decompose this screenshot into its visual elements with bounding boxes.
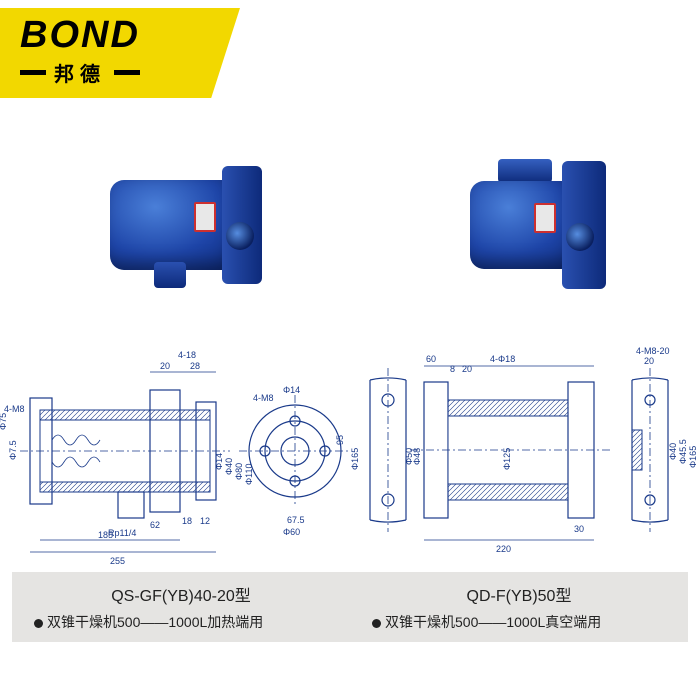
svg-text:12: 12 <box>200 516 210 526</box>
brand-badge: BOND 邦德 <box>0 8 240 98</box>
svg-text:4-Φ18: 4-Φ18 <box>490 354 515 364</box>
svg-text:Φ40: Φ40 <box>668 443 678 460</box>
drawing-right: 60 8 20 4-Φ18 220 30 Φ165 Φ50 Φ48 Φ125 <box>350 320 700 580</box>
svg-text:20: 20 <box>644 356 654 366</box>
svg-text:Φ110: Φ110 <box>244 463 254 485</box>
model-desc-left: 双锥干燥机500——1000L加热端用 <box>34 612 328 632</box>
rj-bore <box>226 222 254 250</box>
svg-text:Φ125: Φ125 <box>502 448 512 470</box>
rj-bottom-port <box>154 262 186 288</box>
svg-text:Φ14: Φ14 <box>283 385 300 395</box>
nameplate <box>534 203 556 233</box>
svg-text:185: 185 <box>98 530 113 540</box>
model-name-right: QD-F(YB)50型 <box>372 582 666 606</box>
svg-text:Φ165: Φ165 <box>688 446 698 468</box>
model-desc-right-text: 双锥干燥机500——1000L真空端用 <box>385 614 601 630</box>
svg-text:Φ40: Φ40 <box>224 458 234 475</box>
svg-text:Φ14: Φ14 <box>214 453 224 470</box>
side-flange-view <box>370 368 406 532</box>
product-photo-left <box>0 140 350 310</box>
rotary-joint-qd-f <box>470 181 580 269</box>
svg-text:4-M8: 4-M8 <box>253 393 274 403</box>
svg-text:4-M8: 4-M8 <box>4 404 25 414</box>
svg-text:Φ80: Φ80 <box>234 463 244 480</box>
model-desc-left-text: 双锥干燥机500——1000L加热端用 <box>47 614 263 630</box>
front-flange-view: 95 Φ14 4-M8 67.5 Φ60 <box>239 385 350 537</box>
label-col-right: QD-F(YB)50型 双锥干燥机500——1000L真空端用 <box>350 572 688 642</box>
dims-bottom: 255 185 62 18 12 <box>30 516 216 566</box>
drawing-left: Rp11/4 20 28 4-18 255 185 62 18 12 Φ75 <box>0 320 350 580</box>
rj-body <box>110 180 240 270</box>
dash-right <box>114 70 140 75</box>
dims-left-v: Φ75 Φ7.5 4-M8 <box>0 404 25 460</box>
svg-text:8: 8 <box>450 364 455 374</box>
brand-en: BOND <box>20 16 220 54</box>
rj-bore <box>566 223 594 251</box>
svg-text:Φ48: Φ48 <box>412 448 422 465</box>
dims-top: 60 8 20 4-Φ18 <box>424 354 594 374</box>
brand-sub-row: 邦德 <box>20 58 220 87</box>
brand-cn: 邦德 <box>54 58 106 87</box>
dash-left <box>20 70 46 75</box>
svg-text:Φ60: Φ60 <box>283 527 300 537</box>
svg-text:220: 220 <box>496 544 511 554</box>
svg-text:4-18: 4-18 <box>178 350 196 360</box>
model-desc-right: 双锥干燥机500——1000L真空端用 <box>372 612 666 632</box>
dims-top: 20 28 4-18 <box>150 350 216 372</box>
dims-bottom: 220 30 <box>424 524 594 554</box>
svg-text:4-M8-20: 4-M8-20 <box>636 346 670 356</box>
model-name-left: QS-GF(YB)40-20型 <box>34 582 328 606</box>
dims-right-v: Φ14 Φ40 Φ80 Φ110 <box>214 453 254 485</box>
svg-text:95: 95 <box>335 435 345 445</box>
svg-text:Φ7.5: Φ7.5 <box>8 440 18 460</box>
svg-text:60: 60 <box>426 354 436 364</box>
end-flange-view: 20 Φ40 Φ45.5 Φ165 4-M8-20 <box>632 346 698 532</box>
svg-text:Φ165: Φ165 <box>350 448 360 470</box>
svg-text:30: 30 <box>574 524 584 534</box>
label-col-left: QS-GF(YB)40-20型 双锥干燥机500——1000L加热端用 <box>12 572 350 642</box>
model-label-bar: QS-GF(YB)40-20型 双锥干燥机500——1000L加热端用 QD-F… <box>12 572 688 642</box>
svg-text:20: 20 <box>462 364 472 374</box>
bullet-icon <box>34 619 43 628</box>
svg-text:18: 18 <box>182 516 192 526</box>
svg-text:Φ45.5: Φ45.5 <box>678 439 688 464</box>
svg-text:67.5: 67.5 <box>287 515 305 525</box>
rj-top-port <box>498 159 552 183</box>
svg-text:Φ75: Φ75 <box>0 413 8 430</box>
svg-text:28: 28 <box>190 361 200 371</box>
svg-text:255: 255 <box>110 556 125 566</box>
product-photo-row <box>0 140 700 310</box>
product-photo-right <box>350 140 700 310</box>
rotary-joint-qs-gf <box>110 180 240 270</box>
bullet-icon <box>372 619 381 628</box>
svg-text:20: 20 <box>160 361 170 371</box>
svg-text:62: 62 <box>150 520 160 530</box>
nameplate <box>194 202 216 232</box>
drawings-row: Rp11/4 20 28 4-18 255 185 62 18 12 Φ75 <box>0 320 700 580</box>
